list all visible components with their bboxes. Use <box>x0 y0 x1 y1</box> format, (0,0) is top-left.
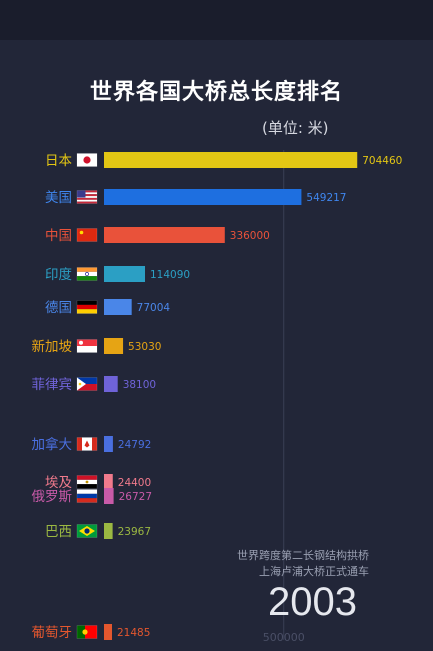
bar-egypt <box>104 474 113 490</box>
value-label-singapore: 53030 <box>128 341 161 353</box>
bar-china <box>104 227 225 243</box>
unit-label: (单位: 米) <box>262 119 329 137</box>
bar-philippines <box>104 376 118 392</box>
brazil-flag-icon <box>76 524 98 538</box>
portugal-flag-icon <box>76 625 98 639</box>
event-note-line-1: 世界跨度第二长钢结构拱桥 <box>237 549 369 562</box>
bar-germany <box>104 299 132 315</box>
usa-flag-icon <box>76 190 98 204</box>
japan-flag-icon <box>76 153 98 167</box>
bar-portugal <box>104 624 112 640</box>
country-label-india: 印度 <box>45 267 72 283</box>
value-label-canada: 24792 <box>118 439 151 451</box>
egypt-flag-icon <box>76 475 98 489</box>
bar-japan <box>104 152 358 168</box>
value-label-brazil: 23967 <box>118 526 151 538</box>
china-flag-icon <box>76 228 98 242</box>
value-label-japan: 704460 <box>362 155 402 167</box>
country-label-japan: 日本 <box>45 153 72 169</box>
value-label-germany: 77004 <box>137 302 171 314</box>
gridline-label: 500000 <box>263 631 305 644</box>
value-label-usa: 549217 <box>306 192 346 204</box>
value-label-russia: 26727 <box>119 491 152 503</box>
philippines-flag-icon <box>76 377 98 391</box>
value-label-egypt: 24400 <box>118 477 151 489</box>
top-bar <box>0 0 433 40</box>
country-label-philippines: 菲律宾 <box>32 377 73 393</box>
country-label-portugal: 葡萄牙 <box>32 625 73 641</box>
event-note-line-2: 上海卢浦大桥正式通车 <box>259 565 369 578</box>
event-note: 世界跨度第二长钢结构拱桥 上海卢浦大桥正式通车 <box>169 548 369 580</box>
country-label-china: 中国 <box>45 228 72 244</box>
bar-russia <box>104 488 114 504</box>
russia-flag-icon <box>76 489 98 503</box>
germany-flag-icon <box>76 300 98 314</box>
country-label-canada: 加拿大 <box>32 436 73 453</box>
bar-canada <box>104 436 113 452</box>
year-label: 2003 <box>268 580 357 624</box>
country-label-russia: 俄罗斯 <box>32 489 73 505</box>
bar-brazil <box>104 523 113 539</box>
country-label-brazil: 巴西 <box>45 524 72 540</box>
value-label-portugal: 21485 <box>117 627 150 639</box>
chart-title: 世界各国大桥总长度排名 <box>89 80 343 105</box>
bar-india <box>104 266 146 282</box>
country-label-egypt: 埃及 <box>45 475 72 491</box>
value-label-india: 114090 <box>150 269 190 281</box>
country-label-usa: 美国 <box>45 190 72 206</box>
singapore-flag-icon <box>76 339 98 353</box>
canada-flag-icon <box>76 437 98 451</box>
india-flag-icon <box>76 267 98 281</box>
value-label-philippines: 38100 <box>123 379 156 391</box>
bar-usa <box>104 189 302 205</box>
bar-singapore <box>104 338 124 354</box>
country-label-singapore: 新加坡 <box>32 339 73 355</box>
country-label-germany: 德国 <box>45 300 72 316</box>
value-label-china: 336000 <box>230 230 270 242</box>
